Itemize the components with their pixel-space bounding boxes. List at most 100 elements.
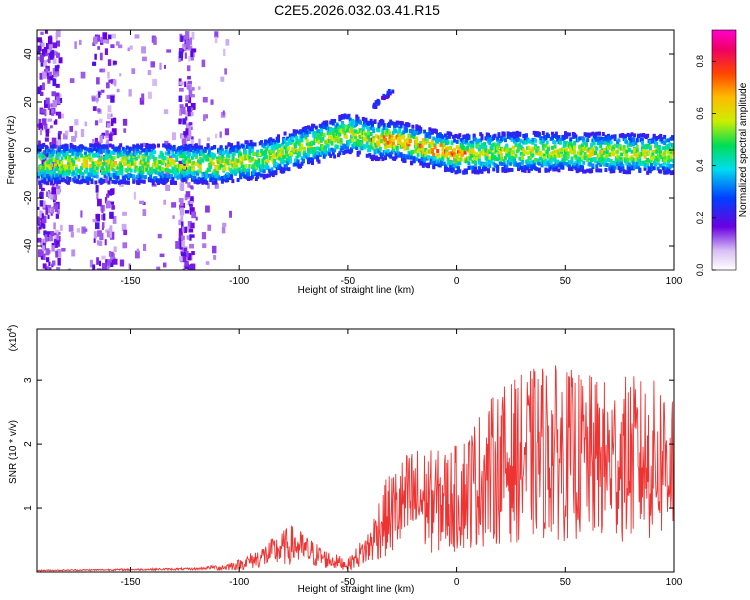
spectrogram-cell (305, 139, 309, 144)
spectrogram-cell (557, 135, 561, 140)
spectrogram-cell (189, 196, 194, 203)
spectrogram-cell (399, 124, 403, 129)
spectrogram-cell (544, 167, 548, 172)
spectrogram-cell (53, 222, 56, 230)
spectrogram-cell (141, 46, 147, 54)
spectrogram-cell (149, 176, 153, 181)
spectrogram-cell (554, 161, 558, 166)
spectrogram-cell (56, 215, 59, 219)
spectrogram-cell (631, 142, 635, 147)
spectrogram-cell (95, 170, 99, 175)
spectrogram-cell (151, 181, 155, 186)
spectrogram-cell (449, 153, 453, 158)
spectrogram-cell (265, 155, 269, 160)
spectrogram-cell (556, 137, 560, 142)
spectrogram-cell (356, 116, 360, 121)
spectrogram-cell (570, 156, 574, 161)
spectrogram-cell (211, 161, 215, 166)
spectrogram-cell (180, 145, 184, 150)
svg-text:(x104): (x104) (7, 325, 19, 352)
spectrogram-cell (323, 145, 327, 150)
spectrogram-cell (609, 140, 613, 145)
spectrogram-cell (45, 234, 48, 242)
spectrogram-cell (578, 161, 582, 166)
spectrogram-cell (37, 171, 40, 176)
spectrogram-cell (106, 269, 110, 270)
spectrogram-cell (214, 31, 219, 38)
spectrogram-cell (316, 151, 320, 156)
spectrogram-cell (660, 137, 664, 142)
spectrogram-cell (153, 150, 157, 155)
spectrogram-cell (458, 161, 462, 166)
spectrogram-cell (312, 123, 316, 128)
spectrogram-cell (357, 140, 361, 145)
spectrogram-cell (52, 175, 56, 180)
spectrogram-cell (547, 134, 551, 139)
spectrogram-cell (421, 137, 425, 142)
spectrogram-cell (446, 157, 450, 162)
spectrogram-cell (114, 83, 117, 87)
spectrogram-cell (451, 134, 455, 139)
spectrogram-cell (164, 140, 169, 148)
spectrogram-cell (488, 155, 492, 160)
spectrogram-cell (95, 222, 100, 230)
spectrogram-cell (517, 137, 521, 142)
spectrogram-cell (133, 145, 137, 150)
spectrogram-cell (549, 159, 553, 164)
spectrogram-cell (558, 140, 562, 145)
spectrogram-cell (194, 162, 198, 167)
spectrogram-cell (590, 142, 594, 147)
spectrogram-cell (220, 76, 225, 82)
spectrogram-cell (595, 164, 599, 169)
spectrogram-cell (577, 164, 581, 169)
spectrogram-cell (300, 138, 304, 143)
spectrogram-cell (440, 159, 444, 164)
spectrogram-cell (51, 108, 54, 114)
spectrogram-cell (198, 169, 202, 174)
spectrogram-cell (480, 136, 484, 141)
spectrogram-cell (65, 151, 69, 156)
spectrogram-cell (630, 157, 634, 162)
spectrogram-cell (309, 146, 313, 151)
spectrogram-cell (488, 150, 492, 155)
spectrogram-cell (629, 166, 633, 171)
spectrogram-cell (41, 118, 47, 126)
spectrogram-cell (570, 167, 574, 172)
spectrogram-cell (488, 141, 492, 146)
spectrogram-cell (225, 39, 230, 46)
spectrogram-cell (519, 151, 523, 156)
spectrogram-cell (129, 45, 133, 50)
spectrogram-cell (95, 148, 99, 153)
spectrogram-cell (40, 179, 44, 184)
spectrogram-cell (235, 166, 239, 171)
spectrogram-cell (55, 238, 59, 245)
spectrogram-cell (253, 142, 257, 147)
spectrogram-cell (517, 147, 521, 152)
spectrogram-cell (335, 144, 339, 149)
spectrogram-cell (472, 134, 476, 139)
spectrogram-cell (54, 50, 57, 54)
spectrogram-cell (340, 146, 344, 151)
spectrogram-cell (476, 144, 480, 149)
spectrogram-cell (46, 160, 50, 165)
spectrogram-cell (54, 234, 59, 238)
spectrogram-cell (530, 164, 534, 169)
spectrogram-cell (622, 169, 626, 174)
spectrogram-cell (481, 152, 485, 157)
spectrogram-cell (653, 144, 657, 149)
spectrogram-cell (415, 136, 419, 141)
spectrogram-cell (111, 128, 117, 136)
spectrogram-cell (307, 147, 311, 152)
spectrogram-cell (59, 113, 65, 119)
spectrogram-cell (81, 145, 85, 150)
spectrogram-cell (372, 139, 376, 144)
spectrogram-cell (327, 134, 331, 139)
spectrogram-cell (57, 97, 63, 104)
spectrogram-cell (45, 49, 49, 55)
spectrogram-cell (56, 188, 61, 195)
spectrogram-cell (186, 65, 191, 72)
spectrogram-cell (278, 143, 282, 148)
spectrogram-cell (56, 234, 60, 241)
spectrogram-cell (417, 148, 421, 153)
